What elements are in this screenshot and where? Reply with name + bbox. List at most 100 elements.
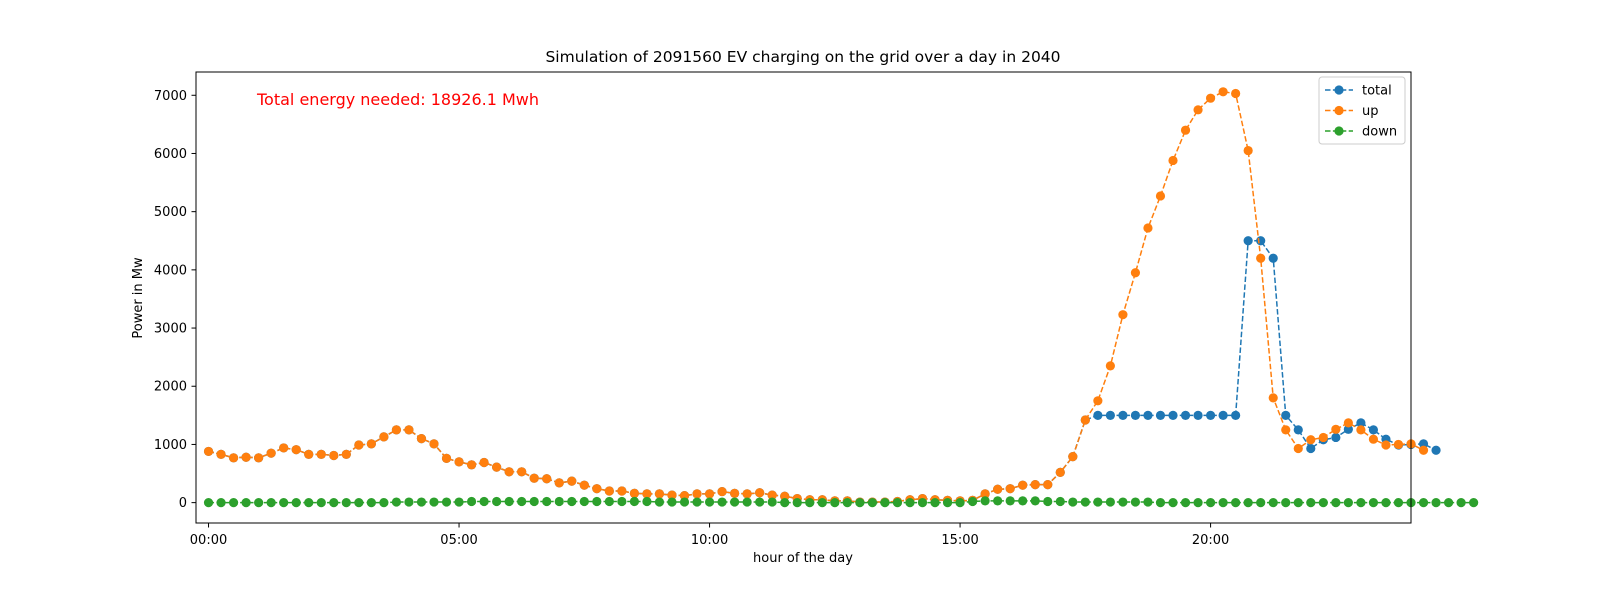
data-point-down <box>592 496 602 507</box>
data-point-up <box>592 484 602 494</box>
data-point-up <box>1218 87 1228 97</box>
data-point-up <box>642 489 652 499</box>
data-point-down <box>241 498 251 508</box>
data-point-down <box>792 498 802 508</box>
data-point-up <box>366 439 376 449</box>
data-point-up <box>692 489 702 499</box>
data-point-up <box>567 476 577 486</box>
data-point-up <box>667 490 677 500</box>
data-point-total <box>1368 425 1379 435</box>
x-axis-label: hour of the day <box>753 551 853 566</box>
y-tick-label: 1000 <box>154 438 187 453</box>
data-point-up <box>742 489 752 499</box>
data-point-down <box>567 496 577 507</box>
data-point-up <box>1068 452 1078 462</box>
data-point-down <box>917 498 928 508</box>
data-point-total <box>1180 410 1191 420</box>
data-point-up <box>1306 435 1316 445</box>
data-point-down <box>855 498 865 508</box>
data-point-down <box>667 497 677 507</box>
data-point-down <box>279 498 289 508</box>
data-point-up <box>1118 310 1128 320</box>
data-point-up <box>1243 145 1253 156</box>
data-point-down <box>730 497 740 507</box>
x-tick-label: 20:00 <box>1192 533 1229 548</box>
data-point-down <box>805 498 815 508</box>
data-point-up <box>1155 191 1166 201</box>
y-axis-label: Power in Mw <box>131 257 146 339</box>
data-point-down <box>1268 498 1278 508</box>
data-point-down <box>1418 498 1429 508</box>
data-point-down <box>1331 498 1341 508</box>
data-point-down <box>1168 498 1178 508</box>
data-point-down <box>1055 496 1065 507</box>
data-point-down <box>504 496 514 507</box>
data-point-down <box>304 498 314 508</box>
data-point-down <box>980 496 990 506</box>
data-point-down <box>1281 498 1291 508</box>
data-point-down <box>1456 498 1466 508</box>
data-point-up <box>654 489 665 499</box>
data-point-up <box>1368 434 1379 444</box>
data-point-down <box>579 496 589 507</box>
legend: total up down <box>1318 76 1406 145</box>
data-point-down <box>1030 496 1040 506</box>
data-point-total <box>1193 410 1203 420</box>
chart-title: Simulation of 2091560 EV charging on the… <box>545 48 1060 66</box>
data-point-total <box>1168 410 1178 420</box>
data-point-up <box>629 488 640 498</box>
data-point-down <box>454 497 464 507</box>
data-point-down <box>617 496 627 507</box>
data-point-down <box>254 498 264 508</box>
data-point-down <box>1105 497 1115 507</box>
data-point-down <box>942 498 953 508</box>
legend-item-up: up <box>1325 104 1379 119</box>
data-point-up <box>279 443 289 453</box>
data-point-up <box>604 486 614 496</box>
data-point-down <box>1093 497 1103 507</box>
data-point-up <box>1143 223 1153 233</box>
data-point-up <box>517 467 527 477</box>
data-point-up <box>254 453 264 463</box>
data-point-down <box>993 496 1003 506</box>
y-tick-label: 5000 <box>154 205 187 220</box>
data-point-up <box>391 425 402 435</box>
data-point-down <box>1318 498 1328 508</box>
data-point-down <box>842 498 852 508</box>
axes-layer: 00:00 05:00 10:00 15:00 20:00 0 1000 2000 3000 40… <box>154 71 1412 548</box>
data-point-down <box>867 498 877 508</box>
series-total <box>203 236 1441 507</box>
data-point-up <box>454 457 464 467</box>
data-point-up <box>316 449 326 459</box>
data-point-up <box>429 439 439 449</box>
data-point-total <box>1431 445 1441 455</box>
data-point-total <box>1105 410 1115 420</box>
data-point-down <box>604 496 614 507</box>
data-point-up <box>617 486 627 496</box>
data-point-down <box>316 498 326 508</box>
data-point-down <box>354 498 364 508</box>
data-point-down <box>767 497 777 507</box>
data-point-up <box>241 452 251 462</box>
data-point-total <box>1143 410 1153 420</box>
x-tick-label: 10:00 <box>691 533 728 548</box>
series-down <box>203 496 1479 508</box>
legend-item-down: down <box>1325 125 1397 140</box>
data-point-up <box>755 488 765 498</box>
legend-marker <box>1334 85 1344 95</box>
y-tick-label: 4000 <box>154 263 187 278</box>
data-point-down <box>1218 498 1228 508</box>
data-point-total <box>1243 236 1253 246</box>
data-point-total <box>1418 439 1429 449</box>
data-point-up <box>266 448 276 458</box>
data-point-up <box>704 489 715 499</box>
data-point-down <box>416 497 427 507</box>
data-point-down <box>479 496 489 507</box>
data-point-total <box>1218 410 1228 420</box>
data-point-up <box>1093 396 1103 406</box>
y-tick-label: 0 <box>179 496 187 511</box>
data-point-down <box>1180 498 1191 508</box>
data-point-up <box>1030 479 1040 490</box>
y-tick-label: 6000 <box>154 147 187 162</box>
